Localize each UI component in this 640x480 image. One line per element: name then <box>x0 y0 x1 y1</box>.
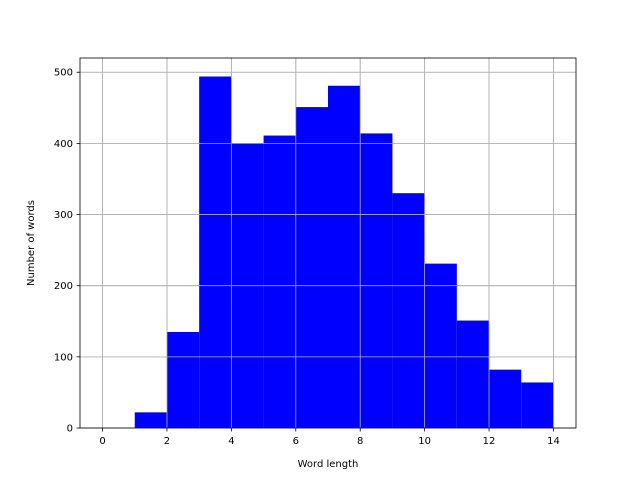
y-axis-label: Number of words <box>26 200 37 286</box>
y-tick-label: 100 <box>54 352 73 363</box>
histogram-bar <box>489 369 522 428</box>
y-tick-label: 400 <box>54 139 73 150</box>
histogram-bar <box>199 76 232 428</box>
x-tick-label: 2 <box>164 436 170 447</box>
y-tick-label: 500 <box>54 68 73 79</box>
x-axis-label: Word length <box>298 459 359 470</box>
y-tick-label: 300 <box>54 210 73 221</box>
histogram-bar <box>360 133 393 428</box>
axes-frame <box>79 57 577 429</box>
x-tick-label: 12 <box>483 436 496 447</box>
x-tick-label: 10 <box>418 436 431 447</box>
histogram-bar <box>295 107 328 428</box>
histogram-bar <box>166 331 200 428</box>
x-tick-label: 0 <box>99 436 105 447</box>
histogram-bar <box>134 412 167 428</box>
axes: 0 2 4 6 8 10 12 14 0 100 200 300 400 500 <box>54 57 577 447</box>
histogram-bar <box>263 135 296 429</box>
histogram-bar <box>456 320 490 428</box>
y-tick-label: 200 <box>54 281 73 292</box>
histogram-bar <box>424 263 457 428</box>
x-tick-label: 6 <box>293 436 299 447</box>
x-tick-label: 14 <box>547 436 560 447</box>
histogram-bar <box>521 382 554 428</box>
x-tick-label: 8 <box>357 436 363 447</box>
y-tick-label: 0 <box>67 424 73 435</box>
histogram-bar <box>328 85 361 428</box>
histogram-bars <box>80 58 576 429</box>
x-tick-label: 4 <box>228 436 234 447</box>
histogram-bar <box>392 193 425 428</box>
